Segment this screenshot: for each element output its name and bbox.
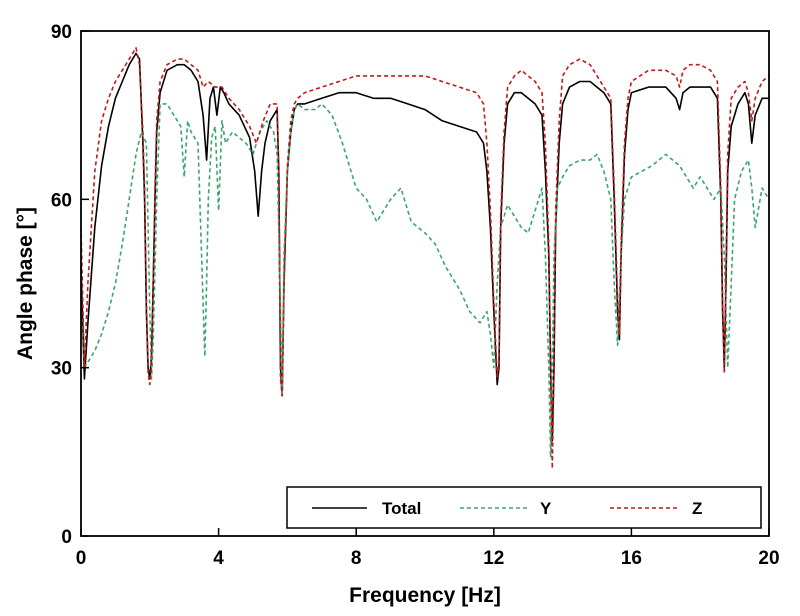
x-tick-label: 12	[483, 548, 504, 569]
series-line-total	[80, 52, 769, 442]
series-line-y	[80, 103, 770, 459]
legend-label-y: Y	[540, 499, 552, 518]
y-tick-label: 90	[51, 22, 72, 43]
plot-area-frame	[80, 30, 770, 537]
legend: Total Y Z	[286, 486, 762, 529]
series-line-z	[80, 47, 770, 470]
axis-ticks-layer: 0 4 8 12 16 20 0 30 60 90	[51, 22, 780, 569]
x-tick-label: 8	[351, 548, 362, 569]
x-tick-label: 16	[621, 548, 642, 569]
series-layer	[80, 47, 770, 470]
x-tick-label: 4	[213, 548, 224, 569]
x-tick-label: 20	[758, 548, 779, 569]
y-tick-label: 60	[51, 190, 72, 211]
legend-label-z: Z	[692, 499, 702, 518]
y-tick-label: 0	[61, 527, 72, 548]
x-tick-label: 0	[76, 548, 87, 569]
x-axis-title: Frequency [Hz]	[349, 584, 501, 607]
y-tick-label: 30	[51, 359, 72, 380]
legend-label-total: Total	[382, 499, 421, 518]
y-axis-title: Angle phase [°]	[14, 207, 37, 360]
